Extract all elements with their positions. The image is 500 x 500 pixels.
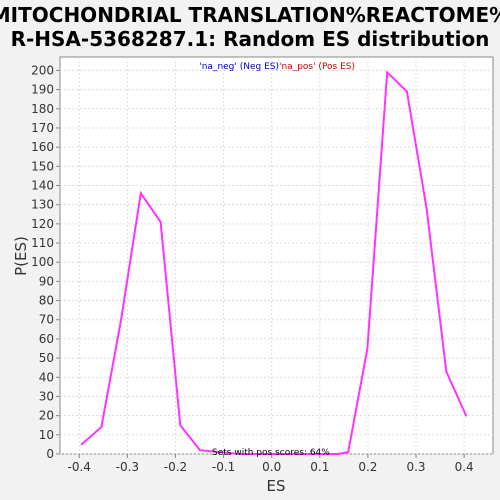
es-data-point	[297, 453, 300, 455]
y-tick-label: 20	[39, 409, 54, 423]
x-tick-label: 0.3	[406, 460, 425, 474]
y-tick-label: 90	[39, 274, 54, 288]
es-data-point	[80, 443, 83, 446]
x-tick-label: 0.2	[358, 460, 377, 474]
es-data-point	[139, 192, 142, 195]
es-data-point	[445, 370, 448, 373]
y-tick-label: 80	[39, 294, 54, 308]
es-data-point	[347, 451, 350, 454]
legend-entry-pos: 'na_pos' (Pos ES)	[279, 62, 355, 72]
es-data-point	[100, 426, 103, 429]
pos-score-annotation: Sets with pos scores: 64%	[212, 448, 330, 458]
y-tick-label: 40	[39, 370, 54, 384]
y-tick-label: 0	[46, 447, 54, 461]
legend-entry-neg: 'na_neg' (Neg ES)	[199, 62, 279, 72]
plot-area	[59, 56, 494, 455]
es-data-point	[465, 414, 468, 417]
y-tick-label: 130	[31, 198, 54, 212]
y-tick-label: 100	[31, 255, 54, 269]
tick-layer: 0 10 20 30 40 50 60 70 80 90 100 110 120 130 140 150 160…	[31, 63, 474, 474]
y-tick-label: 150	[31, 159, 54, 173]
y-tick-label: 200	[31, 63, 54, 77]
es-data-point	[159, 220, 162, 223]
x-tick-label: 0.0	[262, 460, 281, 474]
x-tick-label: 0.4	[455, 460, 474, 474]
x-axis-label: ES	[267, 477, 286, 495]
y-tick-label: 120	[31, 217, 54, 231]
es-data-point	[238, 453, 241, 455]
es-data-point	[218, 451, 221, 454]
y-tick-label: 70	[39, 313, 54, 327]
x-tick-label: 0.1	[310, 460, 329, 474]
grid-layer	[60, 57, 493, 455]
y-tick-label: 190	[31, 83, 54, 97]
es-data-point	[258, 453, 261, 455]
es-data-point	[425, 207, 428, 210]
y-tick-label: 180	[31, 102, 54, 116]
y-tick-label: 170	[31, 121, 54, 135]
es-data-point	[366, 347, 369, 350]
series-layer	[80, 70, 468, 455]
y-tick-label: 10	[39, 428, 54, 442]
y-tick-label: 160	[31, 140, 54, 154]
chart-title-line-2: R-HSA-5368287.1: Random ES distribution	[11, 27, 490, 51]
y-tick-label: 140	[31, 178, 54, 192]
es-data-point	[386, 71, 389, 74]
es-data-point	[277, 453, 280, 455]
x-tick-label: -0.1	[212, 460, 235, 474]
x-tick-label: -0.3	[116, 460, 139, 474]
x-tick-label: -0.4	[68, 460, 91, 474]
es-data-point	[317, 453, 320, 455]
es-data-point	[405, 90, 408, 93]
x-tick-label: -0.2	[164, 460, 187, 474]
es-data-point	[179, 424, 182, 427]
es-data-point	[337, 453, 340, 455]
chart-title-line-1: MITOCHONDRIAL TRANSLATION%REACTOME%	[0, 3, 500, 27]
y-tick-label: 50	[39, 351, 54, 365]
es-data-point	[199, 449, 202, 452]
es-data-point	[120, 318, 123, 321]
y-tick-label: 110	[31, 236, 54, 250]
y-tick-label: 30	[39, 389, 54, 403]
y-tick-label: 60	[39, 332, 54, 346]
y-axis-label: P(ES)	[12, 236, 30, 276]
